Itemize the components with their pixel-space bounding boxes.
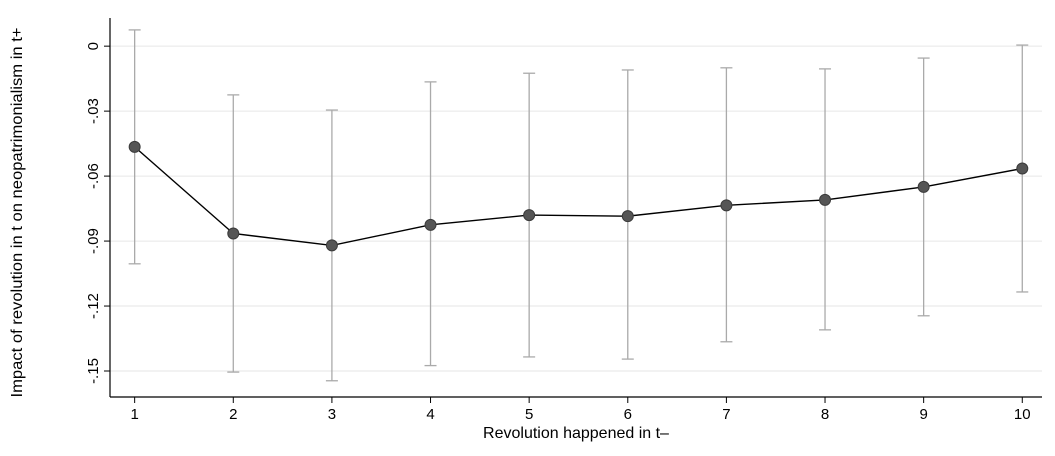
data-point-9 [917,180,930,193]
series-line-group [134,146,1023,247]
y-tick-label-5: -.15 [85,358,102,384]
data-point-5 [523,209,536,222]
data-points [128,140,1029,252]
axes [104,18,1042,403]
x-tick-label-2: 2 [229,406,237,423]
tick-labels: 0 -.03 -.06 -.09 -.12 -.15 1 2 3 4 5 6 7 8 9 10 [85,42,1031,423]
x-tick-label-8: 8 [821,406,829,423]
data-point-4 [424,218,437,231]
y-tick-label-3: -.09 [85,228,102,254]
data-point-2 [227,227,240,240]
data-point-6 [621,210,634,223]
x-tick-label-7: 7 [722,406,730,423]
x-tick-label-5: 5 [525,406,533,423]
x-tick-label-3: 3 [328,406,336,423]
data-point-10 [1016,162,1029,175]
x-tick-label-1: 1 [130,406,138,423]
error-bars [128,29,1029,382]
x-tick-label-4: 4 [426,406,434,423]
x-tick-label-9: 9 [919,406,927,423]
x-tick-label-10: 10 [1014,406,1031,423]
y-tick-label-1: -.03 [85,98,102,124]
gridlines [110,45,1042,372]
x-tick-label-6: 6 [624,406,632,423]
y-tick-label-4: -.12 [85,293,102,319]
data-point-3 [325,239,338,252]
y-axis-title: Impact of revolution in t on neopatrimon… [9,28,26,398]
y-tick-label-2: -.06 [85,163,102,189]
data-point-8 [819,193,832,206]
x-axis-title: Revolution happened in t– [483,425,669,442]
series-line [134,146,1023,247]
data-point-7 [720,199,733,212]
data-point-1 [128,140,141,153]
y-tick-label-0: 0 [85,42,102,50]
